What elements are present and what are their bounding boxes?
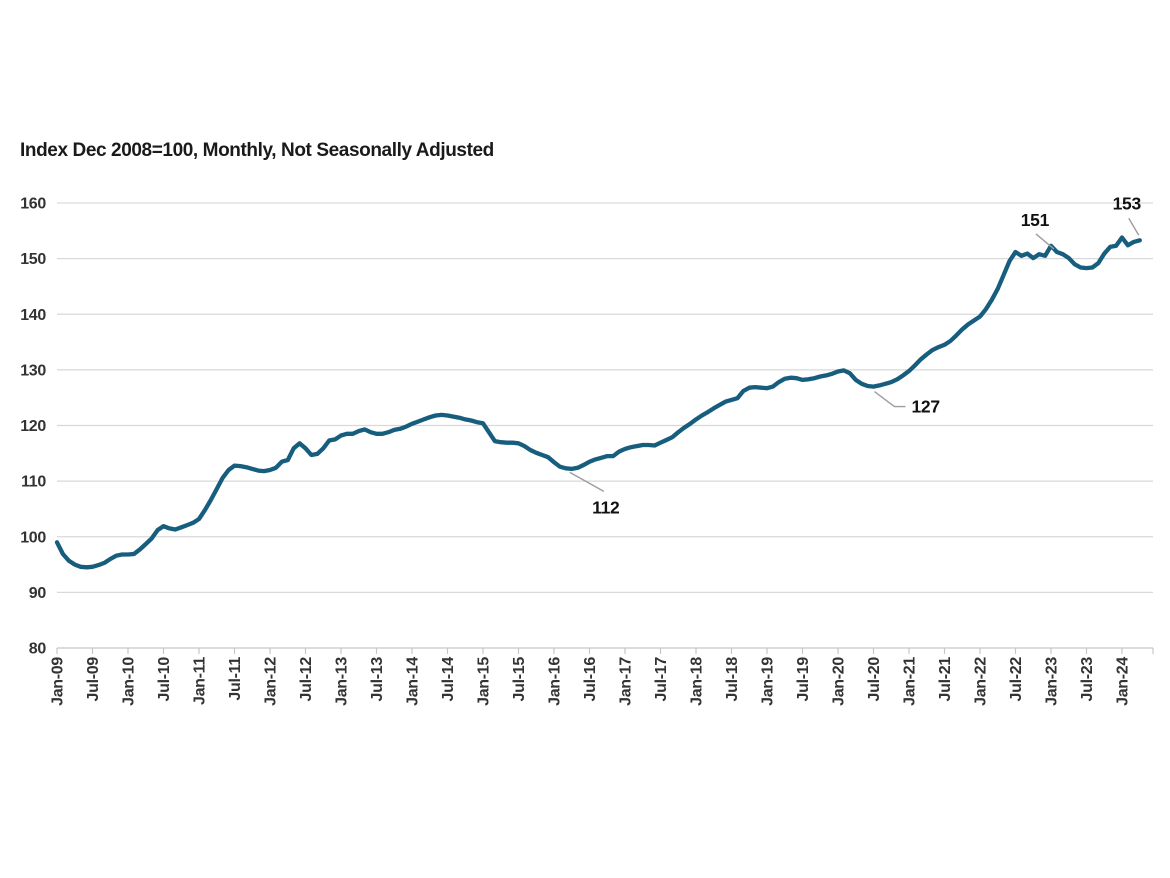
y-axis-tick-label: 90 (29, 585, 47, 602)
x-axis-tick-label: Jul-20 (866, 657, 883, 702)
x-axis-tick-label: Jan-09 (50, 657, 67, 706)
x-axis-tick-label: Jul-12 (298, 657, 315, 702)
annotation-leader-line (1128, 217, 1140, 236)
y-axis-tick-label: 80 (29, 641, 47, 658)
x-axis-tick-label: Jan-18 (689, 657, 706, 706)
x-axis-tick-label: Jul-13 (369, 657, 386, 702)
x-axis-tick-label: Jan-17 (618, 657, 635, 706)
x-axis-tick-label: Jan-10 (121, 657, 138, 706)
x-axis-tick-label: Jul-15 (511, 657, 528, 702)
annotation-leader-line (874, 391, 906, 408)
x-axis-tick-label: Jul-10 (156, 657, 173, 702)
y-axis-tick-label: 160 (20, 196, 46, 213)
x-axis-tick-label: Jan-20 (831, 657, 848, 706)
x-axis-tick-label: Jul-21 (937, 657, 954, 702)
chart-title: Index Dec 2008=100, Monthly, Not Seasona… (20, 140, 494, 161)
x-axis-tick-label: Jul-23 (1079, 657, 1096, 702)
annotation-leader-line (569, 471, 605, 492)
annotation-value-label: 151 (1021, 210, 1050, 230)
y-axis-tick-label: 100 (20, 529, 46, 546)
x-axis-tick-label: Jan-13 (334, 657, 351, 706)
x-axis-tick-label: Jul-17 (653, 657, 670, 702)
x-axis-tick-label: Jan-14 (405, 657, 422, 706)
x-axis-tick-label: Jan-15 (476, 657, 493, 706)
x-axis-tick-label: Jan-11 (192, 657, 209, 705)
y-axis-tick-label: 110 (21, 474, 46, 491)
y-axis-tick-label: 140 (20, 307, 46, 324)
data-line (54, 235, 1142, 570)
x-axis-tick-label: Jan-24 (1115, 657, 1132, 706)
y-axis-tick-label: 150 (20, 251, 46, 268)
x-axis-tick-label: Jan-12 (263, 657, 280, 706)
x-axis-tick-label: Jul-19 (795, 657, 812, 702)
annotation-value-label: 112 (592, 497, 620, 517)
y-axis-tick-label: 130 (20, 362, 46, 379)
x-axis-tick-label: Jul-09 (85, 657, 102, 702)
x-axis-tick-label: Jul-14 (440, 657, 457, 702)
x-axis-tick-label: Jan-23 (1044, 657, 1061, 706)
y-axis-tick-label: 120 (20, 418, 46, 435)
annotation-value-label: 153 (1113, 193, 1142, 213)
x-axis-tick-label: Jul-16 (582, 657, 599, 702)
x-axis-tick-label: Jan-16 (547, 657, 564, 706)
x-axis-tick-label: Jul-18 (724, 657, 741, 702)
annotation-value-label: 127 (912, 397, 940, 417)
x-axis-tick-label: Jan-19 (760, 657, 777, 706)
x-axis-tick-label: Jan-21 (902, 657, 919, 706)
annotation-leader-line (1035, 233, 1055, 250)
x-axis-tick-label: Jul-11 (227, 657, 244, 701)
x-axis-tick-label: Jan-22 (973, 657, 990, 706)
x-axis-tick-label: Jul-22 (1008, 657, 1025, 702)
